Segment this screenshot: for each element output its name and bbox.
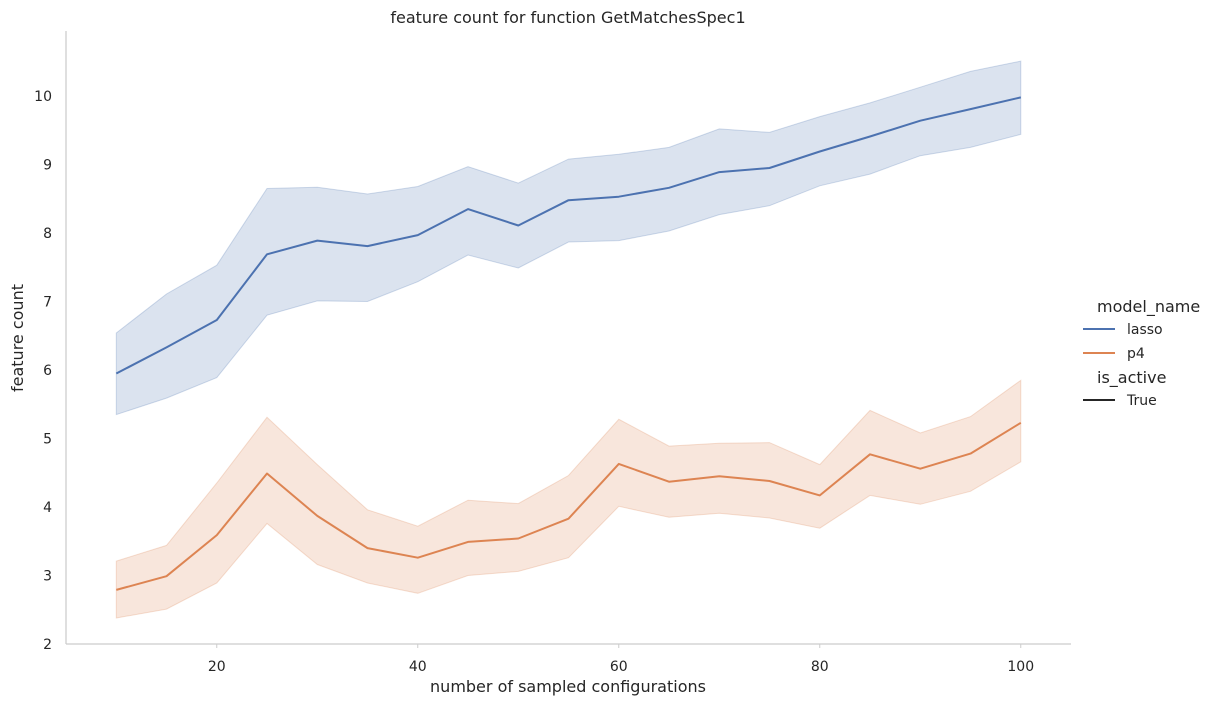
x-tick-label: 40 xyxy=(409,659,427,675)
legend-label-lasso: lasso xyxy=(1127,322,1163,338)
ci-band-lasso xyxy=(115,60,1022,416)
legend-style-label: True xyxy=(1126,393,1157,409)
chart-title: feature count for function GetMatchesSpe… xyxy=(390,8,745,27)
series-line-p4 xyxy=(116,421,1022,591)
legend-hue-title: model_name xyxy=(1097,297,1200,317)
y-tick-label: 8 xyxy=(43,226,52,242)
y-tick-label: 9 xyxy=(43,158,52,174)
y-ticks: 2 3 4 5 6 7 8 9 10 xyxy=(34,89,52,653)
x-tick-label: 60 xyxy=(610,659,628,675)
y-tick-label: 2 xyxy=(43,637,52,653)
confidence-bands xyxy=(115,60,1022,619)
y-tick-label: 5 xyxy=(43,432,52,448)
legend-style-title: is_active xyxy=(1097,368,1166,388)
legend-style-entries: True xyxy=(1083,393,1157,409)
legend: model_name lasso p4 is_active True xyxy=(1083,297,1200,409)
series-line-lasso xyxy=(115,96,1022,375)
x-axis-label: number of sampled configurations xyxy=(430,677,706,696)
y-tick-label: 3 xyxy=(43,569,52,585)
ci-band-p4 xyxy=(115,379,1022,619)
y-tick-label: 10 xyxy=(34,89,52,105)
series-lines xyxy=(115,96,1022,591)
legend-hue-entries: lasso p4 xyxy=(1083,322,1163,362)
x-ticks: 20 40 60 80 100 xyxy=(208,644,1034,675)
y-tick-label: 7 xyxy=(43,295,52,311)
y-tick-label: 6 xyxy=(43,363,52,379)
legend-label-p4: p4 xyxy=(1127,346,1145,362)
x-tick-label: 80 xyxy=(811,659,829,675)
y-axis-label: feature count xyxy=(8,284,27,392)
y-tick-label: 4 xyxy=(43,500,52,516)
x-tick-label: 20 xyxy=(208,659,226,675)
x-tick-label: 100 xyxy=(1007,659,1034,675)
